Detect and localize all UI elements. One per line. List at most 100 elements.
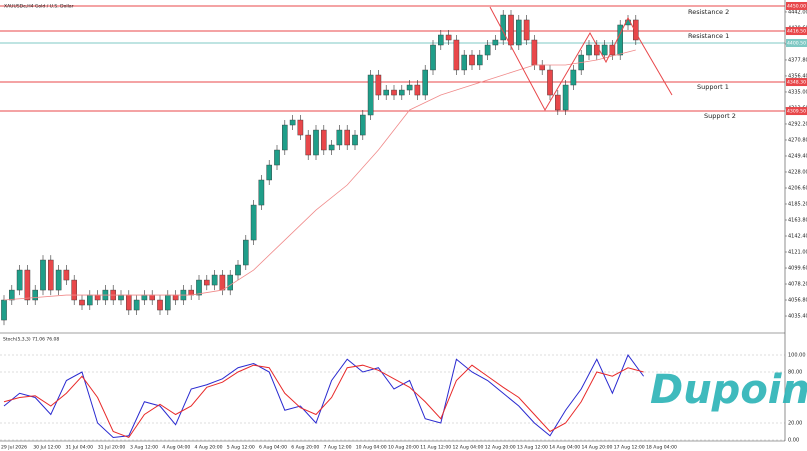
candle-body <box>242 239 249 266</box>
candle-body <box>328 144 335 151</box>
candle-body <box>601 44 608 56</box>
x-tick-label: 6 Aug 20:00 <box>291 445 319 451</box>
candle-body <box>617 24 623 56</box>
level-value: 4309.50 <box>787 109 806 115</box>
candle-body <box>227 274 234 291</box>
x-tick-label: 12 Aug 04:00 <box>453 445 484 451</box>
candle-body <box>453 39 460 71</box>
y-tick-label: 4206.60 <box>788 185 807 191</box>
y-tick-label: 4056.80 <box>788 298 807 304</box>
stoch-tick-label: 0.00 <box>788 438 799 444</box>
candle-body <box>414 84 421 96</box>
candle-body <box>516 19 522 46</box>
stoch-tick-label: 100.00 <box>788 353 806 359</box>
candle-body <box>164 294 171 311</box>
moving-average <box>3 49 636 301</box>
candle-body <box>438 34 444 46</box>
y-tick-label: 4356.40 <box>788 73 807 79</box>
candle-body <box>55 269 62 291</box>
x-tick-label: 10 Aug 20:00 <box>388 445 419 451</box>
y-tick-label: 4163.80 <box>788 218 807 224</box>
candle-body <box>445 34 452 41</box>
stoch-tick-label: 20.00 <box>788 421 802 427</box>
candle-body <box>547 69 553 96</box>
candle-body <box>274 149 280 166</box>
candle-body <box>484 44 491 56</box>
chart-title: XAUUSDe,H4 Gold / U.S. Dollar <box>4 4 74 10</box>
x-tick-label: 12 Aug 20:00 <box>485 445 516 451</box>
level-tag <box>786 107 807 116</box>
x-tick-label: 18 Aug 04:00 <box>646 445 677 451</box>
x-tick-label: 29 Jul 2026 <box>1 445 27 451</box>
candle-body <box>586 44 592 56</box>
stoch-tick-label: 80.00 <box>788 370 802 376</box>
x-tick-label: 11 Aug 12:00 <box>420 445 451 451</box>
candle-body <box>555 94 561 111</box>
candle-body <box>562 84 569 111</box>
level-tag <box>786 38 807 47</box>
y-tick-label: 4142.40 <box>788 234 807 240</box>
candle-body <box>188 289 195 296</box>
candle-body <box>399 89 405 96</box>
candle-body <box>477 54 483 66</box>
candle-body <box>344 129 351 146</box>
candle-body <box>406 84 413 91</box>
candle-body <box>118 294 124 301</box>
candle-body <box>523 19 530 41</box>
candle-body <box>321 129 327 151</box>
candle-body <box>422 69 429 96</box>
x-tick-label: 4 Aug 20:00 <box>195 445 223 451</box>
x-tick-label: 31 Jul 04:00 <box>66 445 94 451</box>
candle-body <box>297 119 304 136</box>
candle-body <box>94 294 101 301</box>
candle-body <box>219 274 226 291</box>
x-tick-label: 6 Aug 04:00 <box>259 445 287 451</box>
candle-body <box>149 294 156 301</box>
candle-body <box>172 294 179 301</box>
y-tick-label: 4035.40 <box>788 314 807 320</box>
candle-body <box>352 134 358 146</box>
candle-body <box>63 269 70 281</box>
candle-body <box>289 119 296 126</box>
level-tag <box>786 78 807 87</box>
x-tick-label: 14 Aug 04:00 <box>549 445 580 451</box>
y-tick-label: 4442.00 <box>788 9 807 15</box>
level-value: 4416.50 <box>787 29 806 35</box>
y-tick-label: 4078.20 <box>788 282 807 288</box>
candle-body <box>196 279 202 296</box>
candle-body <box>79 299 85 306</box>
candle-body <box>125 294 132 311</box>
x-tick-label: 5 Aug 12:00 <box>227 445 255 451</box>
candle-body <box>266 164 273 181</box>
candle-body <box>16 269 23 291</box>
candle-body <box>469 54 475 66</box>
stoch-line <box>3 353 645 438</box>
candle-body <box>86 294 93 306</box>
candle-body <box>157 299 163 311</box>
x-tick-label: 31 Jul 20:00 <box>98 445 126 451</box>
x-tick-label: 17 Aug 12:00 <box>614 445 645 451</box>
y-tick-label: 4335.00 <box>788 89 807 95</box>
y-tick-label: 4185.20 <box>788 201 807 207</box>
watermark: Dupoin <box>650 367 807 413</box>
candle-body <box>336 129 343 146</box>
x-tick-label: 30 Jul 12:00 <box>33 445 61 451</box>
candle-body <box>71 279 77 301</box>
candle-body <box>367 74 374 116</box>
x-tick-label: 13 Aug 12:00 <box>517 445 548 451</box>
candle-body <box>258 179 265 206</box>
candle-body <box>32 289 38 301</box>
level-name: Support 2 <box>704 112 736 120</box>
candle-body <box>594 44 600 56</box>
marks-layer <box>1 10 645 439</box>
candle-body <box>461 54 468 71</box>
stoch-line <box>3 364 644 439</box>
y-tick-label: 4292.20 <box>788 121 807 127</box>
y-tick-label: 4121.00 <box>788 250 807 256</box>
stoch-label: Stoch(5,3,3) 71.06 76.08 <box>3 337 59 343</box>
candle-body <box>235 264 241 276</box>
candle-body <box>250 204 257 241</box>
level-value: 4450.00 <box>787 3 806 9</box>
